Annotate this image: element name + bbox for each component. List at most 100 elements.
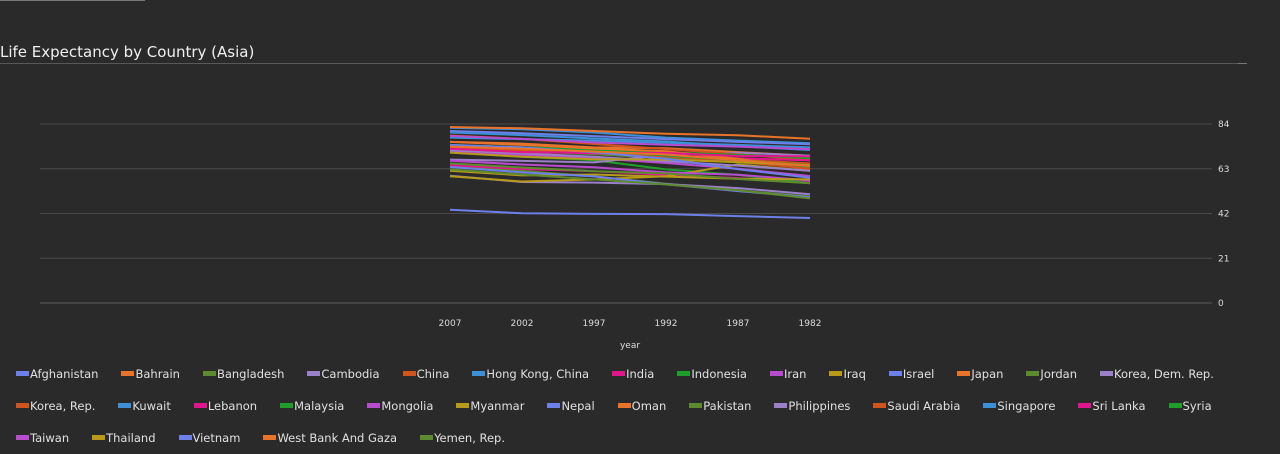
legend-swatch	[16, 371, 29, 376]
series-line	[449, 208, 811, 219]
series-line	[449, 126, 811, 140]
legend-item[interactable]: Bangladesh	[202, 366, 285, 383]
x-tick-label: 2007	[439, 319, 462, 329]
legend-item[interactable]: Vietnam	[178, 430, 241, 447]
legend-label: Iran	[783, 367, 807, 381]
legend-label: Singapore	[997, 399, 1056, 413]
legend-label: Mongolia	[381, 399, 434, 413]
legend-swatch	[547, 403, 561, 408]
legend-item[interactable]: Nepal	[547, 398, 595, 415]
y-tick-labels: 84 63 42 21 0	[1218, 120, 1230, 309]
legend-swatch	[16, 403, 29, 408]
legend-swatch	[202, 371, 216, 376]
legend-item[interactable]: Lebanon	[193, 398, 257, 415]
series-line	[449, 130, 811, 146]
chart-title: Life Expectancy by Country (Asia)	[0, 43, 255, 61]
legend-swatch	[118, 403, 132, 408]
legend-swatch	[957, 371, 971, 376]
legend-swatch	[1026, 371, 1040, 376]
legend-item[interactable]: Saudi Arabia	[873, 398, 960, 415]
legend-item[interactable]: Kuwait	[118, 398, 171, 415]
legend-label: Saudi Arabia	[887, 399, 961, 413]
legend-label: Kuwait	[132, 399, 171, 413]
legend-item[interactable]: Iraq	[829, 366, 866, 383]
legend-label: Vietnam	[192, 431, 241, 445]
legend-item[interactable]: West Bank And Gaza	[263, 430, 397, 447]
legend-item[interactable]: Cambodia	[307, 366, 380, 383]
legend-item[interactable]: Hong Kong, China	[472, 366, 589, 383]
line-chart: 84 63 42 21 0 2007 2002 1997 1992 1987 1982	[40, 120, 1230, 329]
legend-swatch	[92, 435, 106, 440]
series-line	[449, 151, 811, 167]
legend: Afghanistan Bahrain Bangladesh Cambodia Chin…	[16, 366, 1240, 454]
legend-label: Afghanistan	[30, 367, 99, 381]
legend-label: Korea, Dem. Rep.	[1114, 367, 1214, 381]
legend-item[interactable]: Singapore	[983, 398, 1055, 415]
legend-label: Nepal	[561, 399, 595, 413]
legend-swatch	[402, 371, 416, 376]
legend-item[interactable]: Indonesia	[677, 366, 747, 383]
y-tick-label: 84	[1218, 120, 1230, 130]
legend-item[interactable]: Mongolia	[367, 398, 433, 415]
legend-label: Korea, Rep.	[30, 399, 96, 413]
legend-label: Japan	[971, 367, 1004, 381]
x-axis-label: year	[619, 341, 641, 351]
legend-swatch	[677, 371, 691, 376]
legend-label: Syria	[1182, 399, 1212, 413]
legend-item[interactable]: Oman	[617, 398, 666, 415]
legend-swatch	[1168, 403, 1182, 408]
legend-item[interactable]: Bahrain	[121, 366, 180, 383]
legend-item[interactable]: Iran	[769, 366, 807, 383]
legend-swatch	[617, 403, 631, 408]
legend-item[interactable]: Philippines	[774, 398, 850, 415]
legend-label: Jordan	[1040, 367, 1078, 381]
legend-item[interactable]: Sri Lanka	[1078, 398, 1146, 415]
legend-item[interactable]: Malaysia	[280, 398, 344, 415]
legend-swatch	[873, 403, 887, 408]
legend-label: India	[626, 367, 655, 381]
legend-item[interactable]: Thailand	[92, 430, 156, 447]
legend-item[interactable]: Korea, Rep.	[16, 398, 95, 415]
legend-swatch	[888, 371, 902, 376]
x-tick-labels: 2007 2002 1997 1992 1987 1982	[439, 319, 822, 329]
y-tick-label: 0	[1218, 299, 1224, 309]
legend-item[interactable]: India	[612, 366, 654, 383]
y-tick-label: 42	[1218, 210, 1229, 220]
legend-swatch	[193, 403, 207, 408]
legend-label: Bahrain	[135, 367, 180, 381]
legend-item[interactable]: Syria	[1168, 398, 1212, 415]
series-line	[449, 162, 811, 185]
legend-label: Indonesia	[691, 367, 747, 381]
legend-label: Bangladesh	[216, 367, 285, 381]
legend-swatch	[769, 371, 783, 376]
legend-item[interactable]: China	[402, 366, 450, 383]
legend-item[interactable]: Taiwan	[16, 430, 69, 447]
legend-label: China	[416, 367, 450, 381]
legend-item[interactable]: Korea, Dem. Rep.	[1100, 366, 1214, 383]
legend-item[interactable]: Japan	[957, 366, 1003, 383]
series-line	[449, 134, 811, 151]
legend-item[interactable]: Yemen, Rep.	[420, 430, 505, 447]
legend-label: Myanmar	[470, 399, 525, 413]
x-tick-label: 1987	[727, 319, 750, 329]
legend-swatch	[983, 403, 997, 408]
legend-item[interactable]: Israel	[888, 366, 934, 383]
title-divider	[0, 63, 1238, 64]
legend-item[interactable]: Pakistan	[689, 398, 751, 415]
legend-swatch	[367, 403, 381, 408]
legend-label: Sri Lanka	[1092, 399, 1146, 413]
y-tick-label: 63	[1218, 165, 1229, 175]
legend-swatch	[689, 403, 703, 408]
legend-item[interactable]: Afghanistan	[16, 366, 98, 383]
series-line	[449, 145, 811, 167]
legend-item[interactable]: Myanmar	[456, 398, 524, 415]
legend-swatch	[1100, 371, 1114, 376]
legend-label: Yemen, Rep.	[434, 431, 506, 445]
legend-swatch	[121, 371, 135, 376]
x-tick-label: 1997	[583, 319, 606, 329]
legend-item[interactable]: Jordan	[1026, 366, 1077, 383]
x-tick-label: 1992	[655, 319, 678, 329]
legend-label: Taiwan	[30, 431, 70, 445]
legend-label: Thailand	[106, 431, 156, 445]
legend-swatch	[420, 435, 434, 440]
